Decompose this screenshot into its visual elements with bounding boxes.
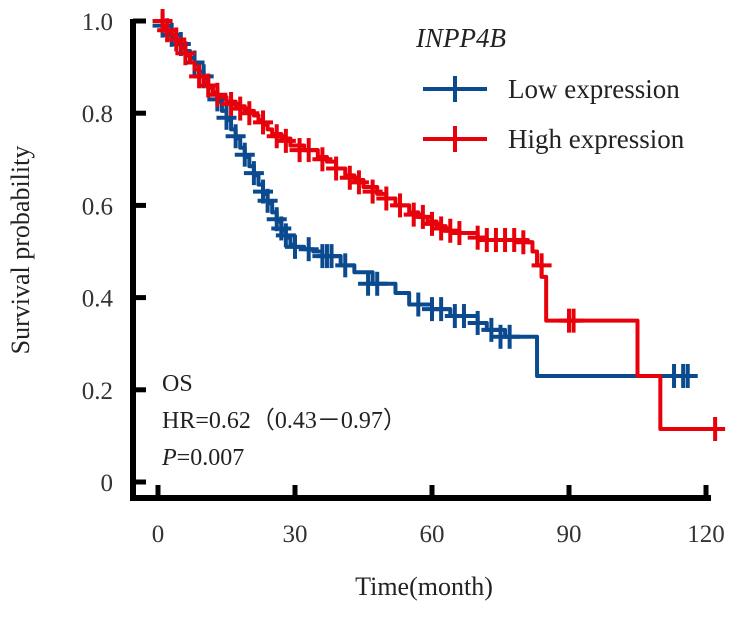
x-tick-label: 120 <box>687 521 725 548</box>
x-tick-label: 60 <box>420 521 445 548</box>
legend-low-label: Low expression <box>508 74 680 104</box>
p-value-label: P=0.007 <box>161 445 244 471</box>
endpoint-label: OS <box>162 371 193 397</box>
statistics-annotation: OS HR=0.62（0.43－0.97） P=0.007 <box>161 371 407 471</box>
x-tick-label: 0 <box>152 521 165 548</box>
y-tick-label: 0.2 <box>82 378 113 405</box>
p-symbol: P <box>161 445 177 471</box>
legend-title: INPP4B <box>415 23 506 53</box>
y-tick-label: 0.4 <box>82 286 114 313</box>
x-ticks: 0 30 60 90 120 <box>152 485 725 548</box>
x-tick-label: 90 <box>557 521 582 548</box>
x-axis-title: Time(month) <box>355 572 493 601</box>
y-tick-label: 0.6 <box>82 193 113 220</box>
y-axis-title: Survival probability <box>6 146 35 355</box>
hazard-ratio-label: HR=0.62（0.43－0.97） <box>162 408 407 434</box>
x-tick-label: 30 <box>283 521 308 548</box>
y-tick-label: 1.0 <box>82 9 113 36</box>
survival-curves <box>152 9 726 441</box>
y-tick-label: 0 <box>101 470 114 497</box>
legend-high-label: High expression <box>508 124 685 154</box>
y-ticks: 0 0.2 0.4 0.6 0.8 1.0 <box>82 9 146 497</box>
y-tick-label: 0.8 <box>82 101 113 128</box>
axes <box>130 19 711 501</box>
p-value: =0.007 <box>177 445 245 471</box>
legend: INPP4B Low expression High expression <box>415 23 685 154</box>
legend-item-low: Low expression <box>423 74 680 104</box>
legend-item-high: High expression <box>423 124 685 154</box>
